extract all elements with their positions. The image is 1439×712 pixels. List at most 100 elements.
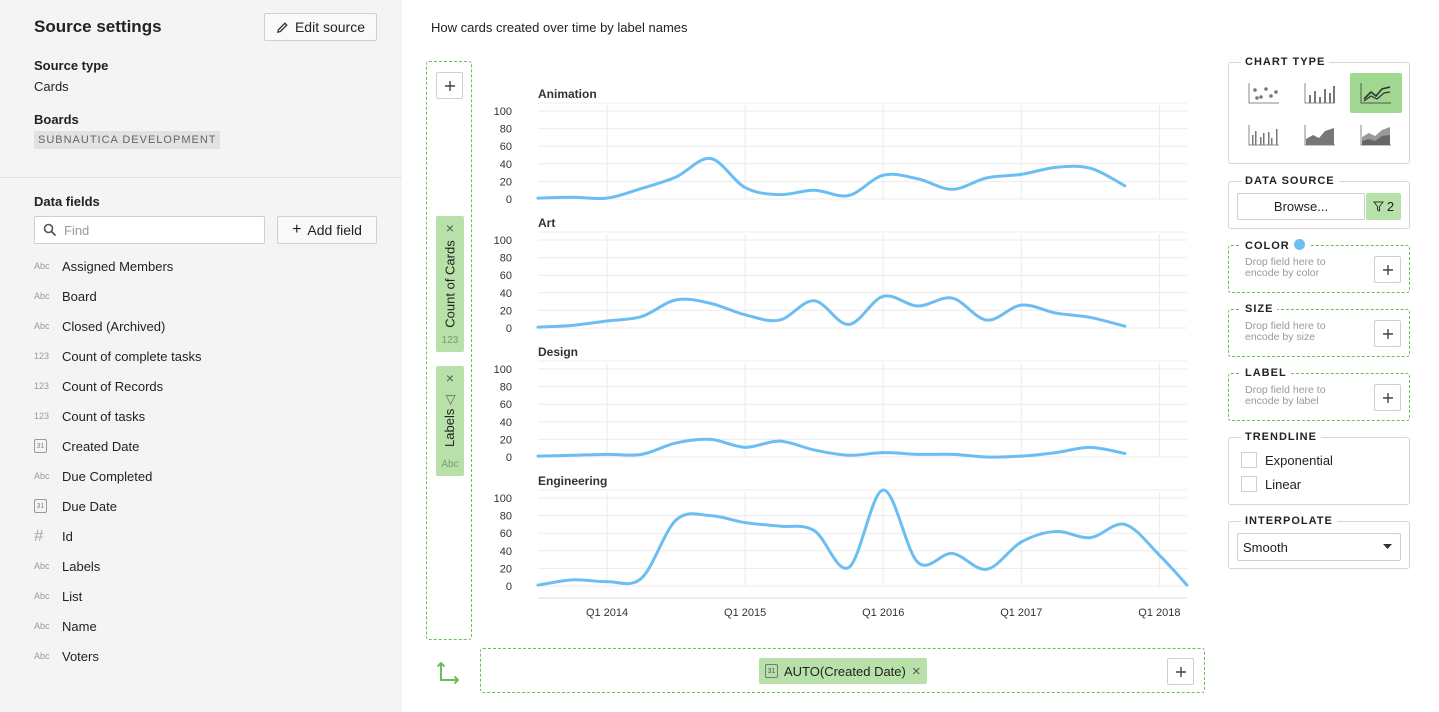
add-field-button[interactable]: + Add field — [277, 216, 377, 244]
plus-icon — [1175, 666, 1186, 677]
size-encoding-box[interactable]: SIZE Drop field here to encode by size — [1228, 303, 1410, 357]
data-field-item[interactable]: Abc Closed (Archived) — [34, 311, 374, 341]
browse-button[interactable]: Browse... — [1237, 193, 1365, 220]
data-field-label: Id — [62, 528, 73, 544]
size-drop-hint: Drop field here to encode by size — [1245, 320, 1326, 343]
data-field-item[interactable]: Abc Board — [34, 281, 374, 311]
checkbox[interactable] — [1241, 452, 1257, 468]
facet-label: Design — [538, 345, 578, 359]
add-field-label: Add field — [307, 222, 362, 238]
data-field-item[interactable]: 123 Count of Records — [34, 371, 374, 401]
y-tick-label: 0 — [506, 581, 512, 593]
edit-source-button[interactable]: Edit source — [264, 13, 377, 41]
data-field-item[interactable]: Abc List — [34, 581, 374, 611]
text-type-icon: Abc — [34, 561, 50, 571]
data-field-item[interactable]: Abc Due Completed — [34, 461, 374, 491]
data-field-label: Count of complete tasks — [62, 348, 202, 364]
remove-icon[interactable]: × — [445, 370, 455, 386]
y-pill-count-of-cards[interactable]: × Count of Cards 123 — [436, 216, 464, 352]
stacked-area-chart-icon[interactable] — [1350, 115, 1402, 155]
checkbox[interactable] — [1241, 476, 1257, 492]
data-field-item[interactable]: 31 Due Date — [34, 491, 374, 521]
y-axis-shelf[interactable]: × Count of Cards 123 × Labels ◁ Abc — [426, 61, 472, 640]
linear-checkbox[interactable]: Linear — [1241, 476, 1301, 492]
text-type-icon: Abc — [34, 291, 50, 301]
pencil-icon — [276, 21, 288, 33]
plus-icon — [1382, 392, 1393, 403]
data-field-item[interactable]: Abc Voters — [34, 641, 374, 671]
data-field-label: Due Date — [62, 498, 117, 514]
add-label-field-button[interactable] — [1374, 384, 1401, 411]
data-fields-title: Data fields — [34, 194, 100, 209]
numeric-type-icon: 123 — [34, 381, 50, 391]
y-pill-label: Count of Cards — [442, 240, 458, 328]
color-label: COLOR — [1241, 239, 1309, 252]
find-field[interactable] — [34, 216, 265, 244]
bar-chart-icon[interactable] — [1294, 73, 1346, 113]
data-field-label: Count of tasks — [62, 408, 146, 424]
data-field-label: Assigned Members — [62, 258, 174, 274]
swap-axes-icon[interactable] — [436, 660, 462, 686]
data-field-item[interactable]: # Id — [34, 521, 374, 551]
boards-label: Boards — [34, 112, 79, 127]
board-tag: SUBNAUTICA DEVELOPMENT — [34, 131, 221, 149]
exponential-checkbox[interactable]: Exponential — [1241, 452, 1333, 468]
data-field-item[interactable]: 31 Created Date — [34, 431, 374, 461]
y-pill-label: Labels ◁ — [442, 395, 457, 447]
plus-icon: + — [292, 221, 302, 238]
add-size-field-button[interactable] — [1374, 320, 1401, 347]
y-tick-label: 0 — [506, 194, 512, 206]
label-encoding-box[interactable]: LABEL Drop field here to encode by label — [1228, 367, 1410, 421]
scatter-chart-icon[interactable] — [1238, 73, 1290, 113]
add-color-field-button[interactable] — [1374, 256, 1401, 283]
text-type-icon: Abc — [34, 261, 50, 271]
source-type-value: Cards — [34, 79, 69, 94]
y-tick-label: 100 — [494, 364, 512, 376]
label-label: LABEL — [1241, 367, 1291, 379]
x-tick-label: Q1 2016 — [862, 607, 904, 619]
x-axis-shelf[interactable]: 31 AUTO(Created Date) × — [480, 648, 1205, 693]
edit-source-label: Edit source — [294, 19, 366, 35]
y-tick-label: 20 — [500, 563, 512, 575]
color-swatch-icon[interactable] — [1293, 239, 1305, 250]
x-pill-created-date[interactable]: 31 AUTO(Created Date) × — [759, 658, 927, 684]
plus-icon — [1382, 328, 1393, 339]
text-type-icon: Abc — [34, 591, 50, 601]
interpolate-value: Smooth — [1243, 539, 1288, 555]
y-tick-label: 60 — [500, 141, 512, 153]
chart-title: How cards created over time by label nam… — [431, 20, 688, 35]
color-encoding-box[interactable]: COLOR Drop field here to encode by color — [1228, 239, 1410, 293]
line-chart: Animation 0 20 40 60 80 100 Art 0 20 40 60 80 100 Desi… — [494, 87, 1189, 619]
y-pill-labels[interactable]: × Labels ◁ Abc — [436, 366, 464, 476]
line-chart-icon[interactable] — [1350, 73, 1402, 113]
add-x-field-button[interactable] — [1167, 658, 1194, 685]
x-tick-label: Q1 2014 — [586, 607, 628, 619]
source-type-label: Source type — [34, 58, 109, 73]
grouped-bar-chart-icon[interactable] — [1238, 115, 1290, 155]
data-field-item[interactable]: 123 Count of tasks — [34, 401, 374, 431]
data-field-item[interactable]: Abc Assigned Members — [34, 251, 374, 281]
y-tick-label: 80 — [500, 382, 512, 394]
find-input[interactable] — [64, 222, 244, 238]
numeric-type-icon: 123 — [441, 335, 459, 346]
y-tick-label: 60 — [500, 270, 512, 282]
interpolate-select[interactable]: Smooth — [1237, 533, 1401, 561]
chart-type-box: CHART TYPE — [1228, 56, 1410, 164]
remove-icon[interactable]: × — [445, 220, 455, 236]
area-chart-icon[interactable] — [1294, 115, 1346, 155]
data-field-item[interactable]: Abc Name — [34, 611, 374, 641]
add-y-field-button[interactable] — [436, 72, 463, 99]
data-field-list: Abc Assigned Members Abc Board Abc Closed (Ar… — [34, 251, 374, 671]
filter-button[interactable]: 2 — [1366, 193, 1401, 220]
data-field-item[interactable]: Abc Labels — [34, 551, 374, 581]
data-field-label: Labels — [62, 558, 101, 574]
text-type-icon: Abc — [34, 651, 50, 661]
y-tick-label: 20 — [500, 434, 512, 446]
remove-icon[interactable]: × — [911, 662, 921, 680]
search-icon — [43, 223, 57, 237]
sort-icon: ◁ — [442, 395, 457, 406]
plus-icon — [1382, 264, 1393, 275]
series-line — [536, 157, 1127, 201]
text-type-icon: Abc — [34, 321, 50, 331]
data-field-item[interactable]: 123 Count of complete tasks — [34, 341, 374, 371]
